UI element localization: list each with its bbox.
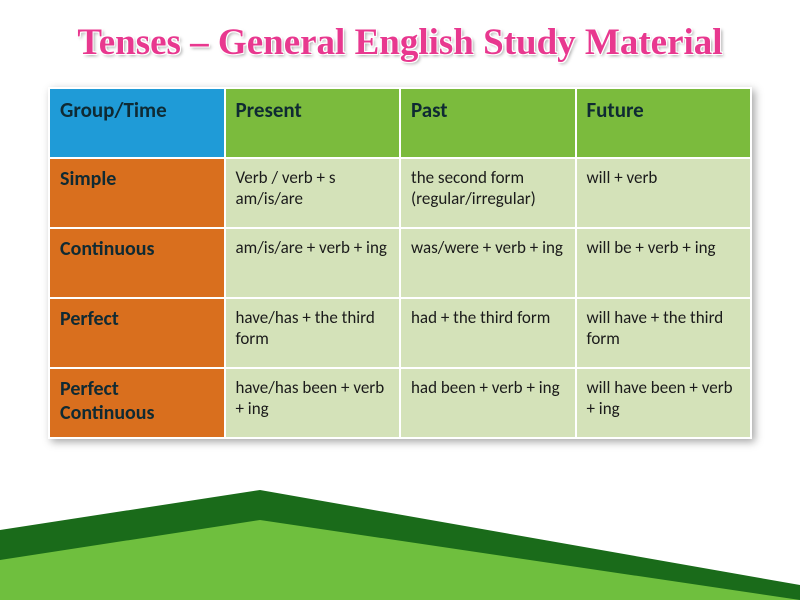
cell-perfcont-future: will have been + verb + ing xyxy=(576,368,752,438)
row-label-simple: Simple xyxy=(49,158,225,228)
table-header-row: Group/Time Present Past Future xyxy=(49,88,751,158)
table-row: Continuous am/is/are + verb + ing was/we… xyxy=(49,228,751,298)
cell-simple-future: will + verb xyxy=(576,158,752,228)
row-label-continuous: Continuous xyxy=(49,228,225,298)
background-decoration xyxy=(0,490,800,600)
cell-continuous-past: was/were + verb + ing xyxy=(400,228,576,298)
page-title: Tenses – General English Study Material xyxy=(0,0,800,79)
cell-perfcont-present: have/has been + verb + ing xyxy=(225,368,401,438)
cell-simple-present: Verb / verb + s am/is/are xyxy=(225,158,401,228)
cell-perfect-present: have/has + the third form xyxy=(225,298,401,368)
row-label-perfect-continuous: Perfect Continuous xyxy=(49,368,225,438)
cell-perfcont-past: had been + verb + ing xyxy=(400,368,576,438)
col-header-past: Past xyxy=(400,88,576,158)
cell-perfect-future: will have + the third form xyxy=(576,298,752,368)
col-header-group: Group/Time xyxy=(49,88,225,158)
title-text: Tenses – General English Study Material xyxy=(40,22,760,65)
tenses-table: Group/Time Present Past Future Simple Ve… xyxy=(48,87,752,439)
col-header-future: Future xyxy=(576,88,752,158)
row-label-perfect: Perfect xyxy=(49,298,225,368)
tenses-table-container: Group/Time Present Past Future Simple Ve… xyxy=(48,87,752,439)
cell-simple-past: the second form (regular/irregular) xyxy=(400,158,576,228)
table-row: Perfect Continuous have/has been + verb … xyxy=(49,368,751,438)
cell-perfect-past: had + the third form xyxy=(400,298,576,368)
cell-continuous-future: will be + verb + ing xyxy=(576,228,752,298)
cell-continuous-present: am/is/are + verb + ing xyxy=(225,228,401,298)
table-row: Simple Verb / verb + s am/is/are the sec… xyxy=(49,158,751,228)
col-header-present: Present xyxy=(225,88,401,158)
table-row: Perfect have/has + the third form had + … xyxy=(49,298,751,368)
